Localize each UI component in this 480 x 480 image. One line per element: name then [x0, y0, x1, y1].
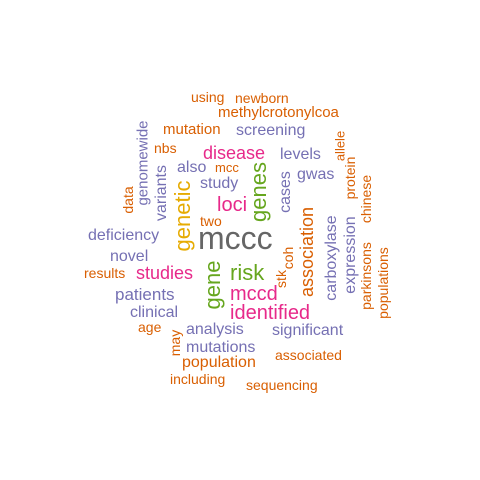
- word-association: association: [297, 206, 317, 298]
- word-also: also: [177, 159, 207, 176]
- word-mutation: mutation: [163, 121, 221, 138]
- word-novel: novel: [110, 248, 149, 265]
- word-age: age: [138, 319, 162, 335]
- word-parkinsons: parkinsons: [358, 242, 374, 310]
- word-results: results: [84, 265, 126, 281]
- word-screening: screening: [236, 122, 306, 139]
- word-data: data: [120, 186, 136, 214]
- word-chinese: chinese: [358, 174, 374, 224]
- word-loci: loci: [217, 194, 248, 216]
- word-genes: genes: [246, 162, 271, 222]
- word-coh: coh: [280, 246, 296, 270]
- word-nbs: nbs: [154, 140, 177, 156]
- word-sequencing: sequencing: [246, 377, 318, 393]
- word-newborn: newborn: [235, 90, 289, 106]
- word-study: study: [200, 175, 239, 192]
- word-genomewide: genomewide: [134, 120, 152, 206]
- word-populations: populations: [375, 247, 391, 319]
- word-genetic: genetic: [170, 180, 195, 252]
- word-using: using: [191, 89, 225, 105]
- word-expression: expression: [342, 216, 359, 294]
- word-protein: protein: [342, 156, 358, 200]
- word-significant: significant: [272, 322, 344, 339]
- word-associated: associated: [275, 347, 342, 363]
- word-disease: disease: [203, 143, 266, 163]
- word-variants: variants: [153, 164, 170, 222]
- word-gene: gene: [200, 260, 225, 310]
- word-studies: studies: [136, 263, 194, 283]
- word-levels: levels: [280, 146, 321, 163]
- word-mccd: mccd: [230, 283, 278, 305]
- word-stk: stk: [273, 270, 289, 288]
- word-gwas: gwas: [297, 166, 335, 183]
- word-clinical: clinical: [130, 304, 179, 321]
- word-carboxylase: carboxylase: [323, 215, 340, 301]
- word-mccc: mccc: [198, 220, 273, 256]
- word-methylcrotonylcoa: methylcrotonylcoa: [218, 104, 339, 121]
- word-analysis: analysis: [186, 321, 244, 338]
- word-patients: patients: [115, 285, 175, 304]
- word-may: may: [167, 329, 183, 357]
- word-cases: cases: [277, 171, 294, 213]
- word-identified: identified: [230, 302, 311, 324]
- word-risk: risk: [230, 260, 265, 285]
- word-mutations: mutations: [186, 339, 256, 356]
- word-including: including: [170, 371, 226, 387]
- word-deficiency: deficiency: [88, 227, 160, 244]
- word-population: population: [182, 354, 256, 371]
- word-mcc: mcc: [215, 160, 239, 175]
- word-two: two: [200, 213, 222, 229]
